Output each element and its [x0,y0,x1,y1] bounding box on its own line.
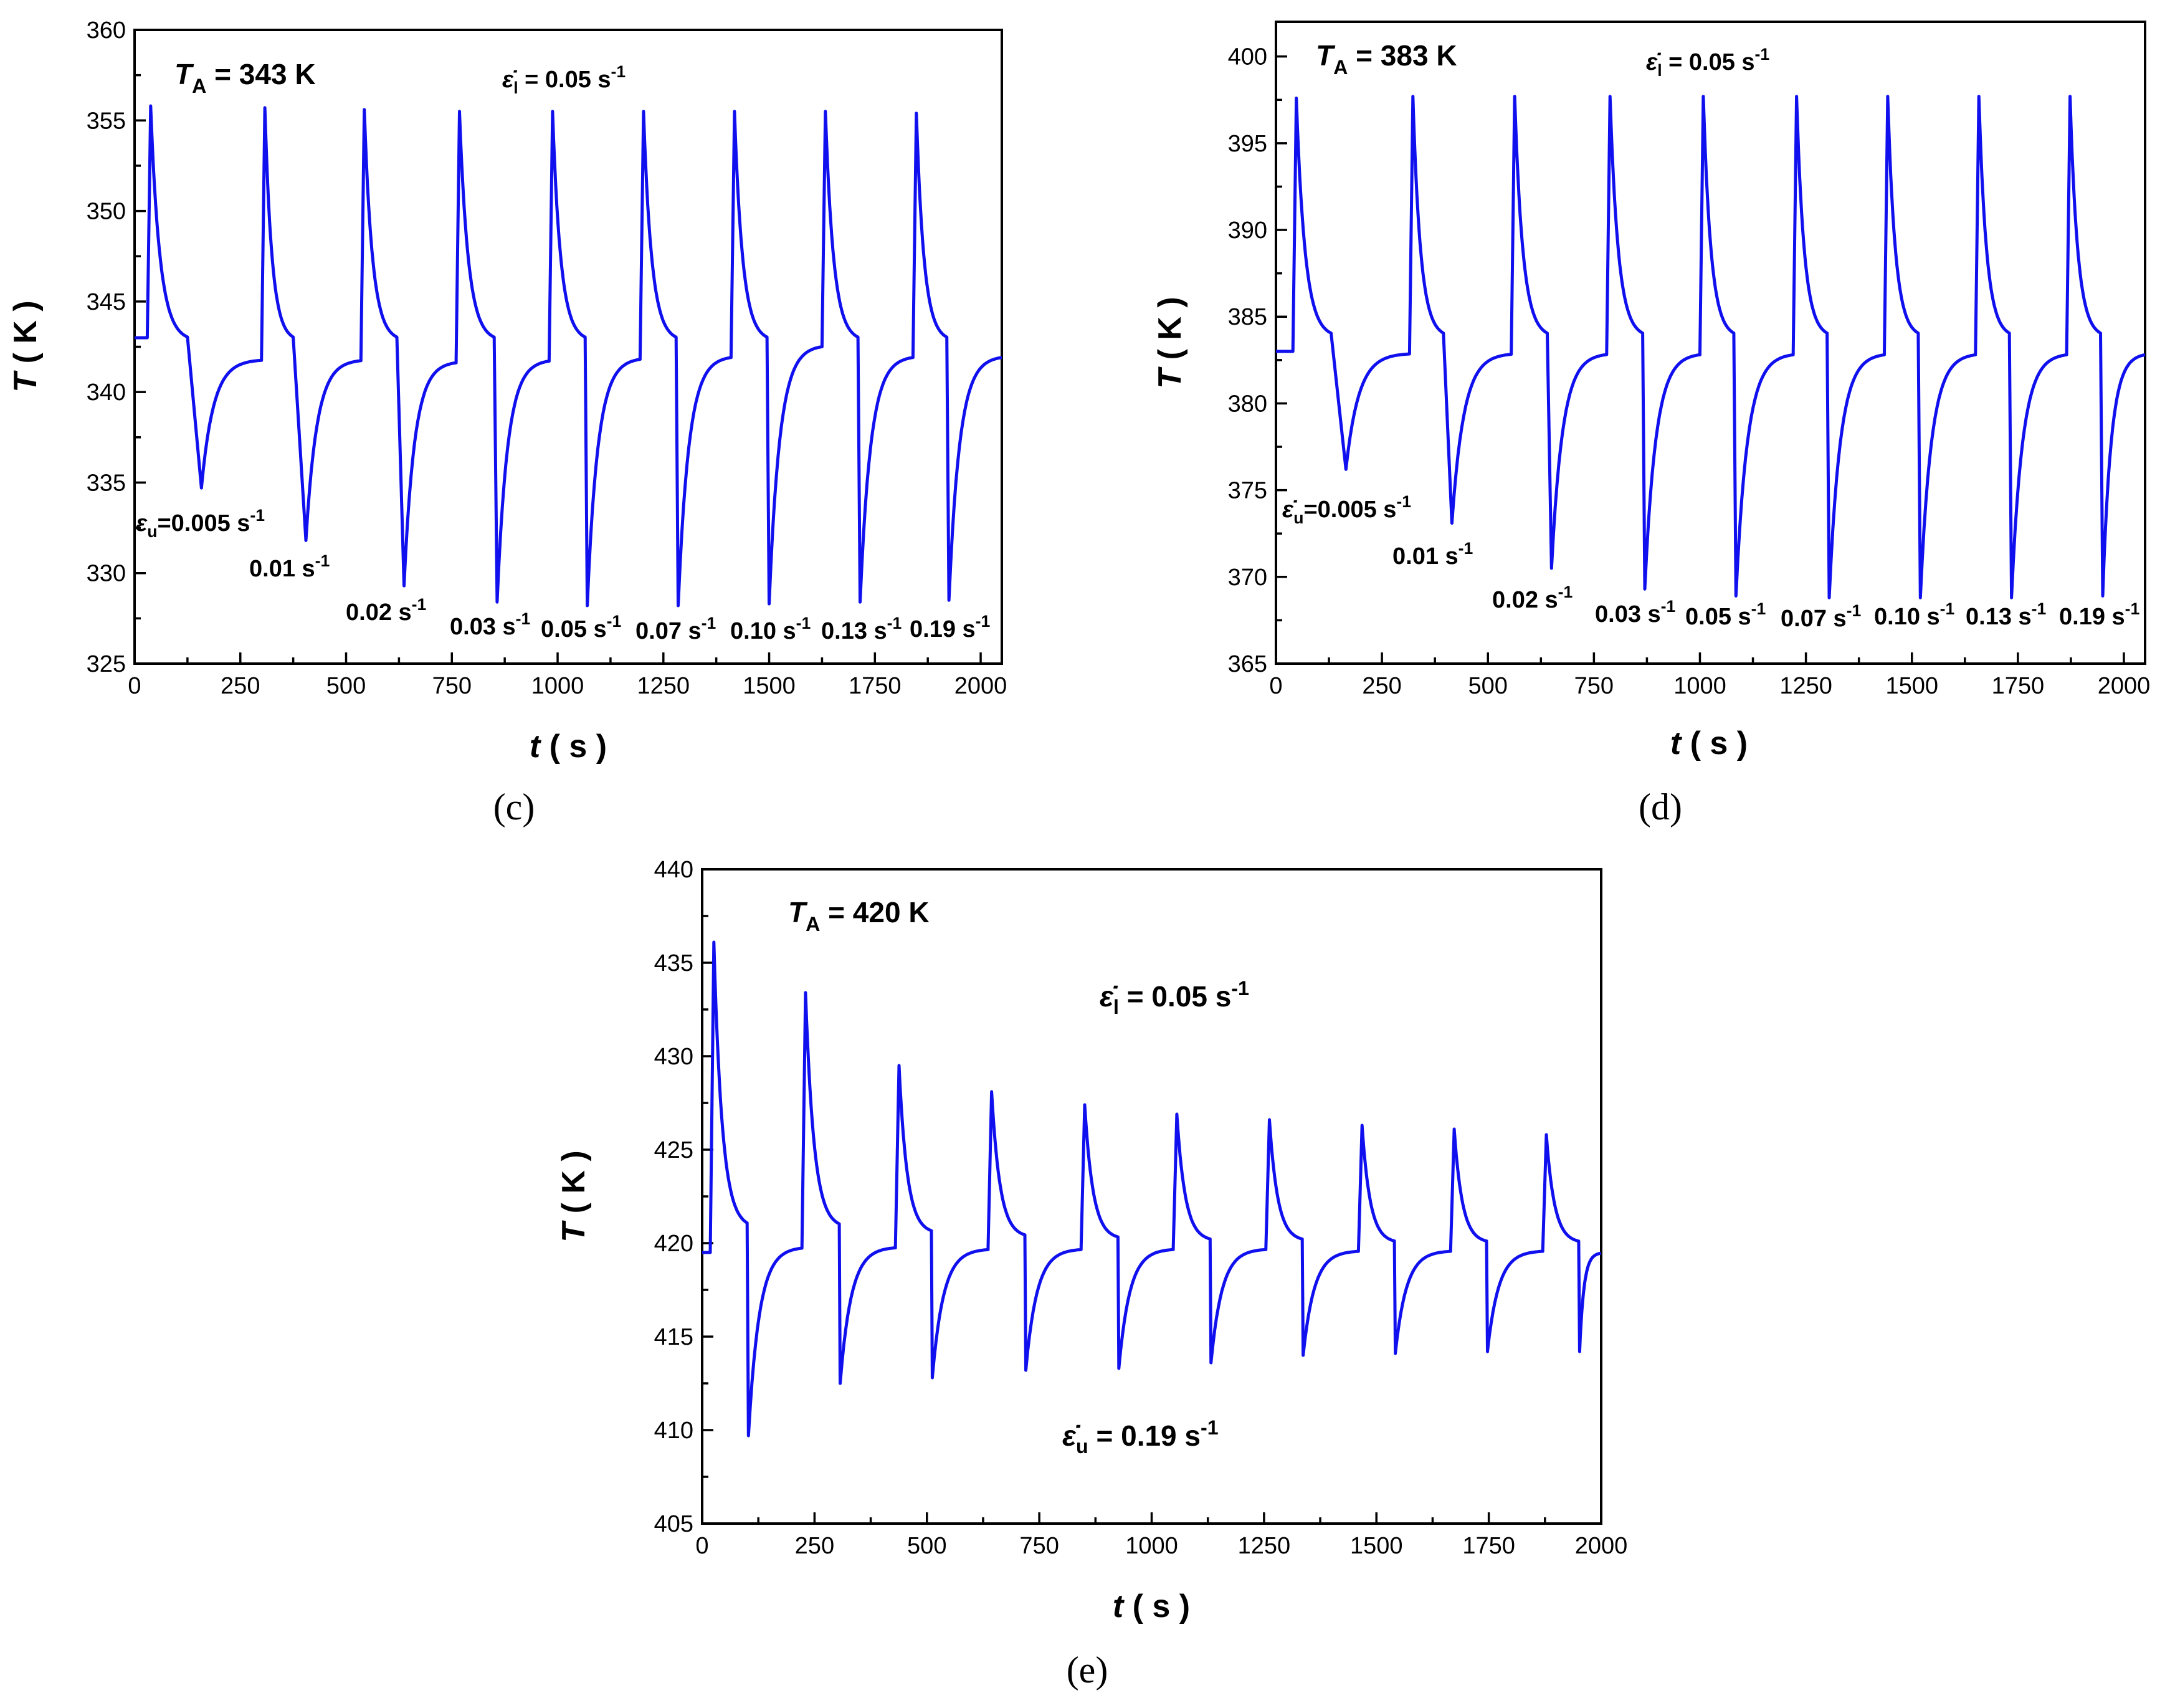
chart-e-y-axis-title: T ( K ) [556,1150,592,1242]
chart-d-y-tick-label: 385 [1228,304,1267,330]
chart-c-x-tick-label: 250 [221,673,260,699]
chart-d-y-tick-label: 395 [1228,131,1267,157]
chart-d: 0 250 500 750 1000 1250 1500 1750 2000 365 370 375 3… [1152,21,2151,828]
chart-d-rate-label: 0.07 s-1 [1781,601,1862,632]
chart-c-x-tick-label: 2000 [954,673,1007,699]
chart-d-x-tick-label: 250 [1362,673,1401,699]
chart-c-rate-label: 0.19 s-1 [910,612,991,642]
chart-c-y-tick-label: 325 [87,651,126,677]
chart-d-y-tick-label: 390 [1228,217,1267,244]
chart-e-x-tick-label: 250 [795,1533,834,1559]
chart-c-x-tick-label: 0 [128,673,141,699]
chart-d-rate-label: 0.01 s-1 [1392,539,1473,570]
chart-e-x-tick-label: 750 [1019,1533,1059,1559]
chart-e-y-tick-label: 410 [654,1418,693,1444]
chart-d-y-tick-label: 365 [1228,651,1267,677]
chart-e-x-tick-label: 1250 [1238,1533,1291,1559]
chart-c-rate-label: 0.01 s-1 [249,551,330,582]
chart-c-title: TA = 343 K [174,58,316,97]
chart-d-rate-label: 0.13 s-1 [1966,599,2047,630]
chart-d-title: TA = 383 K [1316,39,1457,79]
chart-c: 0 250 500 750 1000 1250 1500 1750 2000 325 330 335 3… [7,17,1007,828]
chart-c-rate-label: 0.05 s-1 [541,612,622,642]
chart-c-temperature-line [135,104,1002,608]
chart-c-x-axis-title: t ( s ) [530,728,607,765]
chart-d-y-tick-label: 400 [1228,44,1267,70]
chart-e-y-tick-label: 440 [654,857,693,883]
chart-c-x-tick-label: 1000 [531,673,584,699]
chart-d-x-tick-label: 1750 [1992,673,2045,699]
panel-label-e: (e) [1067,1649,1108,1691]
chart-e-y-tick-label: 430 [654,1044,693,1070]
chart-c-x-tick-label: 750 [432,673,472,699]
chart-e-unloading-rate: ε̇u = 0.19 s-1 [1062,1416,1219,1458]
chart-c-rate-label: 0.13 s-1 [821,614,902,644]
chart-c-x-tick-label: 1500 [743,673,796,699]
chart-c-rate-label: 0.07 s-1 [635,614,716,644]
chart-c-rate-label: 0.10 s-1 [730,614,811,644]
chart-d-rate-label: 0.03 s-1 [1595,597,1676,627]
chart-e-x-tick-label: 0 [695,1533,708,1559]
chart-d-y-tick-label: 375 [1228,478,1267,504]
chart-e-y-tick-label: 405 [654,1511,693,1537]
chart-d-y-tick-label: 370 [1228,565,1267,591]
panel-label-d: (d) [1639,786,1682,828]
chart-c-y-axis-title: T ( K ) [7,300,44,392]
chart-d-rate-label: 0.05 s-1 [1685,599,1766,630]
chart-c-x-tick-label: 1750 [849,673,902,699]
chart-e-ticks: 0 250 500 750 1000 1250 1500 1750 2000 405 410 415 4… [654,857,1628,1559]
chart-c-y-tick-label: 345 [87,289,126,315]
chart-d-x-tick-label: 1000 [1673,673,1726,699]
chart-d-plot-area [1275,21,2146,665]
chart-d-y-axis-title: T ( K ) [1152,297,1188,388]
panel-label-c: (c) [493,786,535,828]
chart-d-rate-label: 0.19 s-1 [2059,599,2140,630]
chart-e-x-tick-label: 1000 [1125,1533,1178,1559]
chart-d-x-tick-label: 1500 [1885,673,1938,699]
chart-c-y-tick-label: 340 [87,379,126,406]
chart-d-ticks: 0 250 500 750 1000 1250 1500 1750 2000 365 370 375 3… [1228,44,2151,699]
chart-d-loading-rate: ε̇l = 0.05 s-1 [1646,45,1769,80]
chart-d-x-tick-label: 750 [1574,673,1614,699]
chart-e-y-tick-label: 415 [654,1324,693,1350]
chart-c-rate-label: 0.03 s-1 [450,609,531,640]
chart-c-rate-label: 0.02 s-1 [346,595,427,626]
chart-c-y-tick-label: 330 [87,561,126,587]
chart-e-x-axis-title: t ( s ) [1113,1588,1190,1625]
chart-d-x-tick-label: 0 [1269,673,1282,699]
chart-c-y-tick-label: 355 [87,108,126,134]
chart-c-x-tick-label: 1250 [637,673,690,699]
chart-c-unloading-rate-first: εu=0.005 s-1 [136,506,265,541]
chart-c-y-tick-label: 360 [87,17,126,44]
chart-c-loading-rate: ε̇l = 0.05 s-1 [502,62,626,97]
chart-d-rate-label: 0.10 s-1 [1874,599,1955,630]
chart-e-x-tick-label: 2000 [1575,1533,1628,1559]
chart-e-y-tick-label: 425 [654,1137,693,1163]
chart-e-y-tick-label: 435 [654,950,693,976]
chart-e-x-tick-label: 500 [907,1533,946,1559]
chart-d-x-axis-title: t ( s ) [1670,725,1748,761]
chart-d-x-tick-label: 1250 [1779,673,1832,699]
chart-e-y-tick-label: 420 [654,1231,693,1257]
chart-c-y-tick-label: 350 [87,199,126,225]
chart-c-x-tick-label: 500 [326,673,366,699]
chart-e: 0 250 500 750 1000 1250 1500 1750 2000 405 410 415 4… [556,857,1627,1691]
chart-e-loading-rate: ε̇l = 0.05 s-1 [1100,977,1249,1018]
chart-d-rate-label: 0.02 s-1 [1492,583,1573,613]
chart-d-y-tick-label: 380 [1228,391,1267,417]
chart-d-x-tick-label: 2000 [2098,673,2151,699]
chart-e-temperature-line [702,940,1602,1438]
chart-d-temperature-line [1276,95,2146,599]
chart-e-x-tick-label: 1750 [1462,1533,1515,1559]
chart-c-ticks: 0 250 500 750 1000 1250 1500 1750 2000 325 330 335 3… [87,17,1007,699]
chart-c-y-tick-label: 335 [87,470,126,496]
chart-d-unloading-rate-first: ε̇u=0.005 s-1 [1282,492,1411,527]
chart-e-title: TA = 420 K [788,896,930,935]
chart-d-x-tick-label: 500 [1468,673,1508,699]
chart-e-x-tick-label: 1500 [1350,1533,1403,1559]
